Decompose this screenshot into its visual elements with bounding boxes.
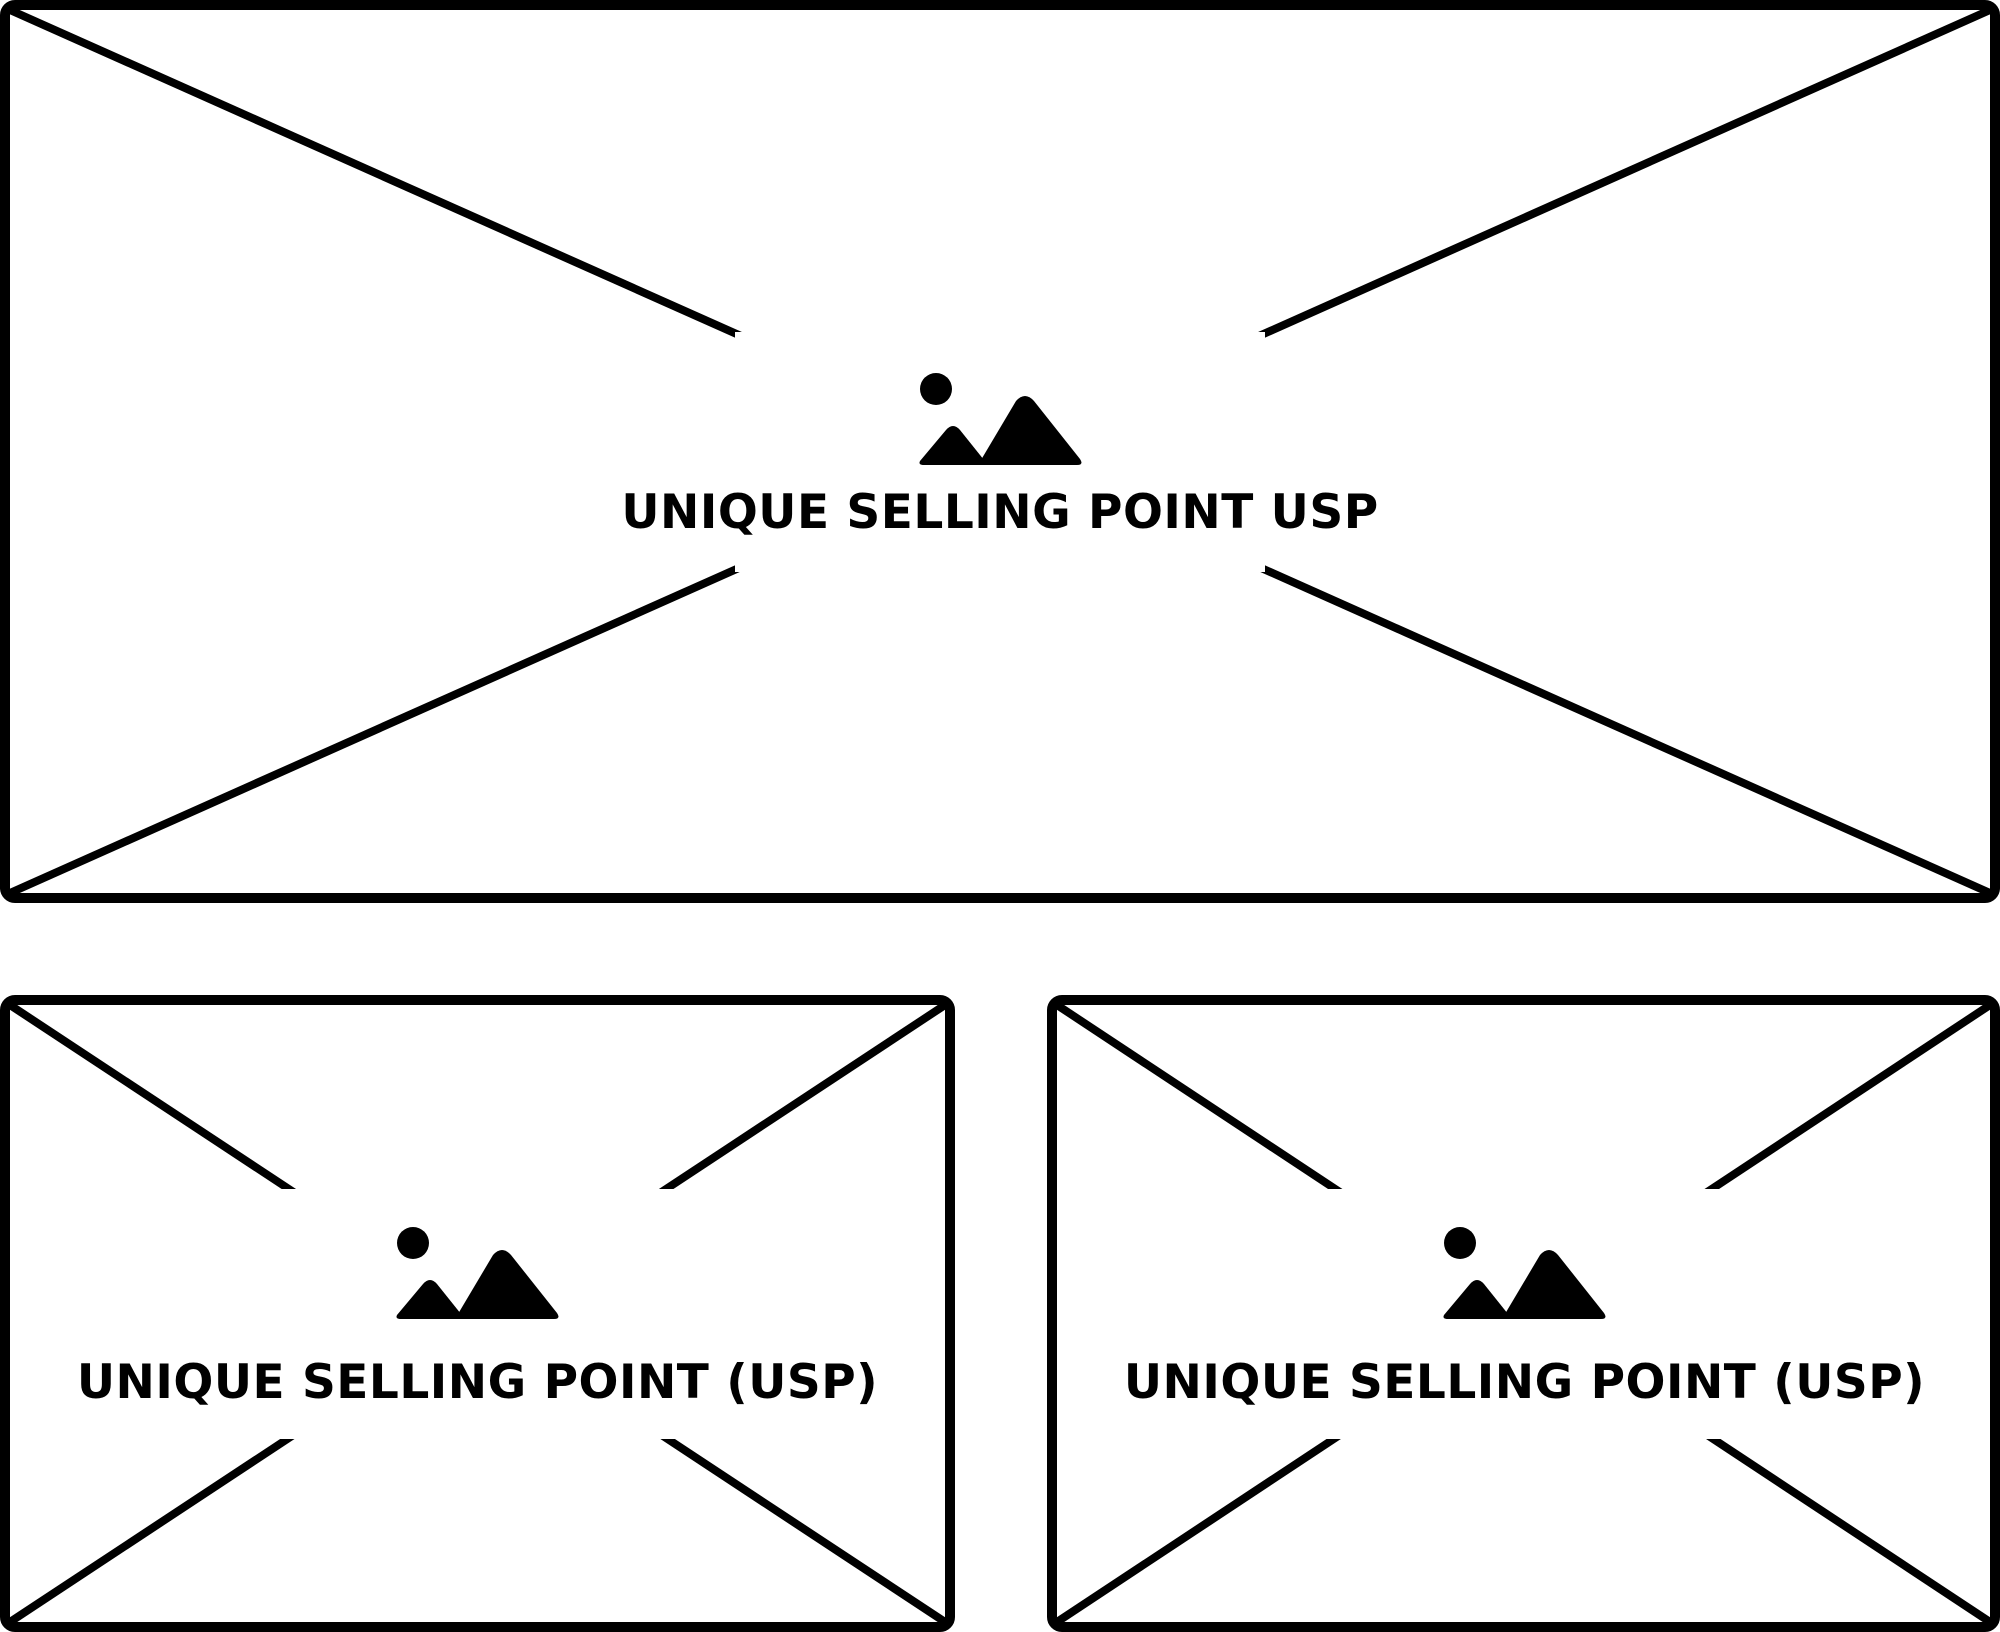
usp-label: UNIQUE SELLING POINT (USP) (1123, 1354, 1926, 1410)
placeholder-center: UNIQUE SELLING POINT USP (621, 332, 1378, 572)
image-icon (395, 1223, 560, 1323)
frame-border (1047, 995, 2000, 1632)
frame-border (0, 0, 2000, 903)
hero-image-placeholder: UNIQUE SELLING POINT USP (0, 0, 2000, 903)
left-image-placeholder: UNIQUE SELLING POINT (USP) (0, 995, 955, 1632)
image-icon (918, 369, 1083, 469)
placeholder-center: UNIQUE SELLING POINT (USP) (77, 1189, 878, 1439)
usp-label: UNIQUE SELLING POINT USP (621, 484, 1379, 540)
right-image-placeholder: UNIQUE SELLING POINT (USP) (1047, 995, 2000, 1632)
placeholder-center: UNIQUE SELLING POINT (USP) (1124, 1189, 1925, 1439)
image-icon (1442, 1223, 1607, 1323)
usp-label: UNIQUE SELLING POINT (USP) (76, 1354, 879, 1410)
frame-border (0, 995, 955, 1632)
